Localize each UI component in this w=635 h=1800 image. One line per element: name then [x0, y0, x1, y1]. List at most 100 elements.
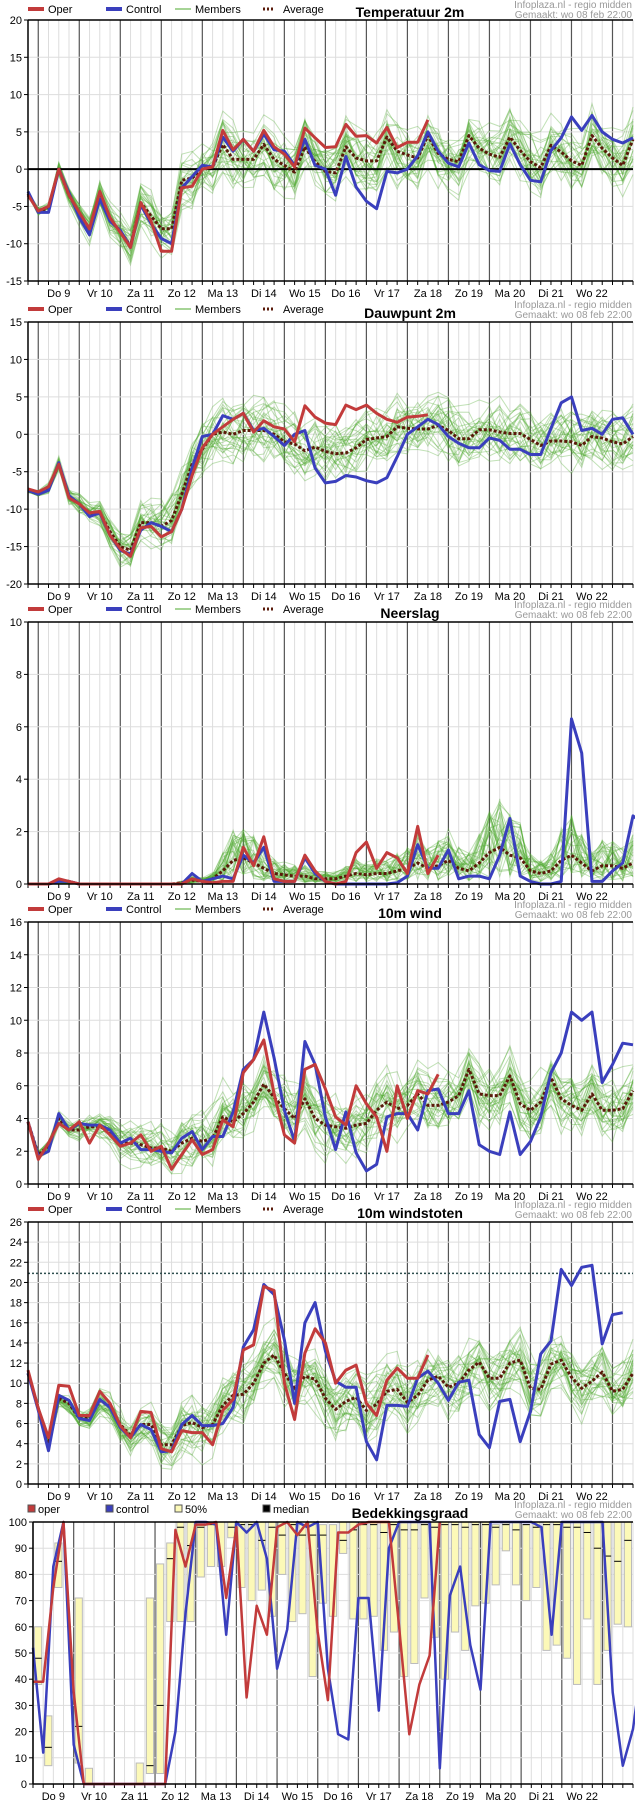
legend-label: Oper — [48, 304, 73, 316]
y-tick-label: 10 — [10, 1378, 22, 1390]
percentile-50-bar — [298, 1524, 307, 1615]
chart-svg-1: -20 -15 -10 -5 0 5 10 15 Do 9 Vr 10 Za 11 Zo 12 Ma 1… — [6, 300, 635, 600]
x-day-label: Za 11 — [121, 1791, 148, 1800]
source-label: Infoplaza.nl - regio midden — [514, 0, 632, 11]
x-day-label: Di 14 — [251, 288, 277, 300]
x-day-label: Wo 22 — [576, 891, 608, 900]
y-tick-label: 8 — [16, 1048, 22, 1060]
legend-label: Members — [195, 904, 241, 916]
x-day-label: Wo 22 — [576, 1491, 608, 1500]
member-line — [27, 1342, 634, 1447]
legend-swatch — [174, 1504, 183, 1513]
member-line — [27, 1341, 634, 1449]
y-tick-label: 18 — [10, 1298, 22, 1310]
x-day-label: Vr 10 — [87, 288, 113, 300]
y-tick-label: 0 — [16, 1479, 22, 1491]
x-day-label: Do 16 — [331, 1491, 360, 1500]
average-line — [26, 1067, 635, 1156]
y-tick-label: 30 — [15, 1700, 27, 1712]
x-day-label: Vr 10 — [81, 1791, 107, 1800]
x-day-label: Wo 15 — [282, 1791, 314, 1800]
percentile-50-bar — [420, 1521, 429, 1599]
percentile-50-bar — [339, 1521, 348, 1554]
x-day-label: Za 11 — [127, 1191, 154, 1200]
member-line — [27, 1046, 634, 1158]
member-line — [27, 1354, 634, 1459]
member-line — [27, 1064, 634, 1167]
x-day-label: Za 11 — [127, 891, 154, 900]
y-tick-label: 100 — [9, 1517, 27, 1529]
x-day-label: Ma 20 — [486, 1791, 517, 1800]
x-day-label: Ma 13 — [208, 891, 239, 900]
x-day-label: Za 18 — [414, 1191, 442, 1200]
y-tick-label: 24 — [10, 1237, 22, 1249]
x-day-label: Do 16 — [331, 1191, 360, 1200]
member-line — [27, 1047, 634, 1175]
x-day-label: Vr 17 — [374, 891, 400, 900]
created-label: Gemaakt: wo 08 feb 22:00 — [515, 10, 633, 21]
member-line — [27, 1333, 634, 1470]
y-tick-label: 14 — [10, 950, 22, 962]
y-tick-label: 6 — [16, 1081, 22, 1093]
percentile-50-bar — [471, 1521, 480, 1607]
x-day-label: Zo 19 — [455, 1191, 483, 1200]
legend-label: Members — [195, 304, 241, 316]
x-day-label: Zo 19 — [455, 891, 483, 900]
member-line — [27, 1067, 634, 1165]
x-day-label: Zo 12 — [168, 1191, 196, 1200]
legend-label: Members — [195, 4, 241, 16]
x-day-label: Do 9 — [42, 1791, 65, 1800]
x-day-label: Do 16 — [331, 891, 360, 900]
member-line — [27, 1335, 634, 1453]
percentile-50-bar — [196, 1521, 205, 1578]
x-day-label: Wo 15 — [289, 288, 321, 300]
member-line — [27, 110, 634, 242]
x-day-label: Za 18 — [414, 591, 442, 600]
percentile-50-bar — [623, 1521, 632, 1628]
y-tick-label: 50 — [15, 1648, 27, 1660]
percentile-50-bar — [135, 1762, 144, 1785]
x-day-label: Do 9 — [47, 1491, 70, 1500]
y-tick-label: 6 — [16, 722, 22, 734]
member-line — [27, 403, 634, 568]
x-day-label: Di 14 — [251, 591, 277, 600]
y-tick-label: 80 — [15, 1569, 27, 1581]
y-tick-label: 10 — [10, 1015, 22, 1027]
member-line — [27, 131, 634, 258]
legend-swatch — [27, 1504, 36, 1513]
x-day-label: Vr 10 — [87, 1191, 113, 1200]
x-day-label: Di 14 — [244, 1791, 270, 1800]
chart-title: 10m wind — [378, 905, 442, 921]
y-tick-label: 4 — [16, 774, 22, 786]
x-day-label: Di 14 — [251, 1491, 277, 1500]
source-label: Infoplaza.nl - regio midden — [514, 1500, 632, 1511]
x-day-label: Za 11 — [127, 591, 154, 600]
member-line — [27, 411, 634, 545]
percentile-50-bar — [349, 1521, 358, 1620]
legend-label: Members — [195, 1204, 241, 1216]
member-line — [27, 1058, 634, 1157]
legend-label: Members — [195, 604, 241, 616]
member-line — [27, 101, 634, 256]
member-line — [27, 396, 634, 564]
member-line — [27, 1065, 634, 1171]
x-day-label: Zo 19 — [455, 591, 483, 600]
chart-title: Temperatuur 2m — [356, 4, 465, 20]
y-tick-label: -5 — [12, 467, 22, 479]
percentile-50-bar — [583, 1521, 592, 1620]
y-tick-label: 26 — [10, 1217, 22, 1229]
legend-swatch — [262, 1504, 271, 1513]
member-line — [27, 110, 634, 257]
x-day-label: Vr 17 — [374, 591, 400, 600]
chart-title: 10m windstoten — [357, 1205, 463, 1221]
x-day-label: Zo 12 — [168, 891, 196, 900]
member-line — [27, 119, 634, 231]
x-day-label: Za 18 — [405, 1791, 433, 1800]
y-tick-label: 10 — [10, 617, 22, 629]
percentile-50-bar — [410, 1521, 419, 1664]
x-day-label: Vr 17 — [366, 1791, 392, 1800]
member-line — [27, 1353, 634, 1444]
oper-line — [26, 1038, 440, 1171]
member-line — [27, 394, 634, 548]
x-day-label: Do 16 — [323, 1791, 352, 1800]
